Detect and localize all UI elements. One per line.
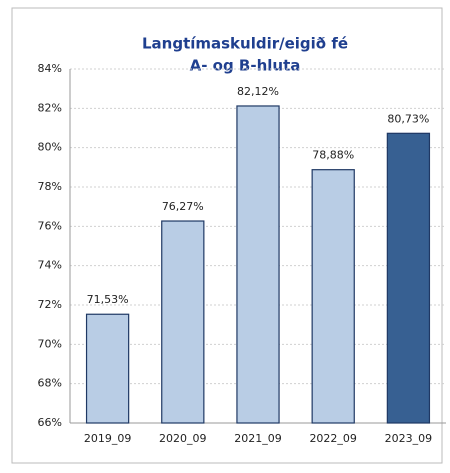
data-label: 82,12% xyxy=(237,85,279,98)
chart-title: Langtímaskuldir/eigið fé xyxy=(142,35,348,53)
x-tick-label: 2023_09 xyxy=(385,432,433,445)
data-label: 78,88% xyxy=(312,149,354,162)
x-tick-label: 2021_09 xyxy=(234,432,282,445)
data-label: 76,27% xyxy=(162,200,204,213)
y-tick-label: 66% xyxy=(38,416,62,429)
chart-subtitle: A- og B-hluta xyxy=(190,57,301,75)
data-label: 80,73% xyxy=(387,112,429,125)
bar xyxy=(386,132,431,424)
chart-frame xyxy=(11,7,443,464)
y-tick-label: 70% xyxy=(38,337,62,350)
bar xyxy=(311,169,355,424)
y-tick-label: 74% xyxy=(38,259,62,272)
x-tick-label: 2020_09 xyxy=(159,432,207,445)
x-tick-label: 2022_09 xyxy=(309,432,357,445)
y-tick-label: 72% xyxy=(38,298,62,311)
bar xyxy=(161,220,205,424)
y-tick-label: 76% xyxy=(38,219,62,232)
y-tick-label: 84% xyxy=(38,62,62,75)
y-tick-label: 78% xyxy=(38,180,62,193)
x-tick-label: 2019_09 xyxy=(84,432,132,445)
bar xyxy=(85,313,130,424)
data-label: 71,53% xyxy=(87,293,129,306)
y-tick-label: 82% xyxy=(38,101,62,114)
y-tick-label: 68% xyxy=(38,377,62,390)
bar xyxy=(236,105,280,424)
y-tick-label: 80% xyxy=(38,141,62,154)
